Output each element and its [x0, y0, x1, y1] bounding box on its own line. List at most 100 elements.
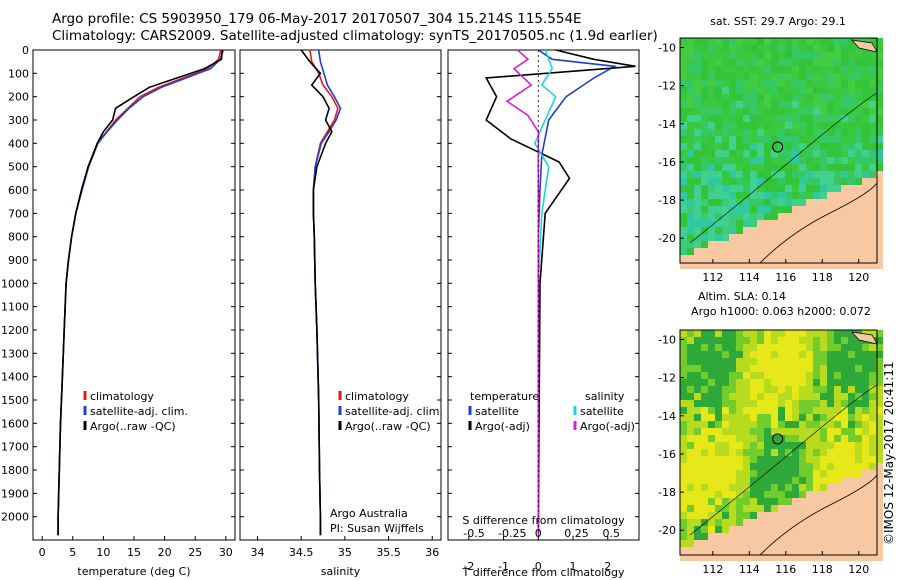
map-cell	[687, 206, 694, 213]
map-cell	[757, 213, 764, 220]
map-cell	[771, 470, 778, 477]
map-cell	[813, 463, 820, 470]
map-cell	[848, 344, 855, 351]
map-cell	[701, 178, 708, 185]
map-cell	[715, 164, 722, 171]
map-cell	[715, 330, 722, 337]
map-cell	[743, 94, 750, 101]
map-cell	[876, 540, 883, 547]
map-cell	[701, 372, 708, 379]
map-cell	[820, 533, 827, 540]
map-cell	[694, 136, 701, 143]
map-cell	[876, 38, 883, 45]
map-cell	[834, 248, 841, 255]
map-cell	[708, 255, 715, 262]
map-cell	[736, 554, 743, 561]
map-cell	[701, 129, 708, 136]
map-cell	[848, 554, 855, 561]
map-cell	[722, 435, 729, 442]
map-cell	[715, 220, 722, 227]
map-cell	[764, 491, 771, 498]
map-cell	[799, 330, 806, 337]
map-cell	[827, 449, 834, 456]
map-cell	[785, 449, 792, 456]
map-cell	[813, 227, 820, 234]
map-cell	[715, 241, 722, 248]
map-cell	[855, 143, 862, 150]
map-cell	[848, 234, 855, 241]
map-cell	[757, 248, 764, 255]
map-cell	[827, 143, 834, 150]
map-cell	[701, 87, 708, 94]
map-cell	[876, 59, 883, 66]
map-cell	[715, 386, 722, 393]
map-cell	[785, 428, 792, 435]
map-cell	[827, 248, 834, 255]
map-cell	[708, 505, 715, 512]
map-cell	[834, 227, 841, 234]
map-cell	[848, 337, 855, 344]
map-cell	[848, 227, 855, 234]
map-cell	[841, 337, 848, 344]
map-cell	[736, 533, 743, 540]
map-cell	[862, 255, 869, 262]
map-cell	[701, 393, 708, 400]
map-cell	[876, 421, 883, 428]
map-cell	[687, 421, 694, 428]
map-cell	[778, 435, 785, 442]
map-cell	[680, 129, 687, 136]
map-cell	[841, 115, 848, 122]
map-cell	[715, 470, 722, 477]
map-cell	[708, 129, 715, 136]
map-cell	[729, 122, 736, 129]
map-cell	[855, 386, 862, 393]
map-cell	[687, 505, 694, 512]
map-cell	[820, 115, 827, 122]
map-cell	[855, 400, 862, 407]
map-cell	[750, 351, 757, 358]
map-cell	[820, 456, 827, 463]
map-cell	[841, 143, 848, 150]
x-tick-label: 118	[812, 563, 833, 576]
map-cell	[708, 463, 715, 470]
map-cell	[736, 379, 743, 386]
map-cell	[701, 115, 708, 122]
map-cell	[694, 484, 701, 491]
map-cell	[687, 330, 694, 337]
map-cell	[869, 428, 876, 435]
map-cell	[827, 241, 834, 248]
map-cell	[813, 358, 820, 365]
map-cell	[813, 456, 820, 463]
map-cell	[680, 199, 687, 206]
map-cell	[876, 470, 883, 477]
map-cell	[743, 122, 750, 129]
map-cell	[869, 547, 876, 554]
map-cell	[813, 234, 820, 241]
map-cell	[820, 400, 827, 407]
map-cell	[701, 456, 708, 463]
map-cell	[855, 157, 862, 164]
map-cell	[855, 351, 862, 358]
map-cell	[722, 554, 729, 561]
map-cell	[694, 540, 701, 547]
map-cell	[799, 108, 806, 115]
map-cell	[778, 150, 785, 157]
map-cell	[827, 330, 834, 337]
map-cell	[827, 393, 834, 400]
map-cell	[708, 108, 715, 115]
map-cell	[799, 498, 806, 505]
map-cell	[792, 414, 799, 421]
map-cell	[869, 234, 876, 241]
map-cell	[757, 554, 764, 561]
map-cell	[750, 220, 757, 227]
map-cell	[715, 358, 722, 365]
map-cell	[862, 449, 869, 456]
map-cell	[855, 554, 862, 561]
y-tick-label: 800	[8, 231, 29, 244]
map-cell	[869, 330, 876, 337]
map-cell	[841, 526, 848, 533]
map-cell	[813, 491, 820, 498]
map-cell	[715, 365, 722, 372]
map-cell	[680, 192, 687, 199]
map-cell	[792, 178, 799, 185]
